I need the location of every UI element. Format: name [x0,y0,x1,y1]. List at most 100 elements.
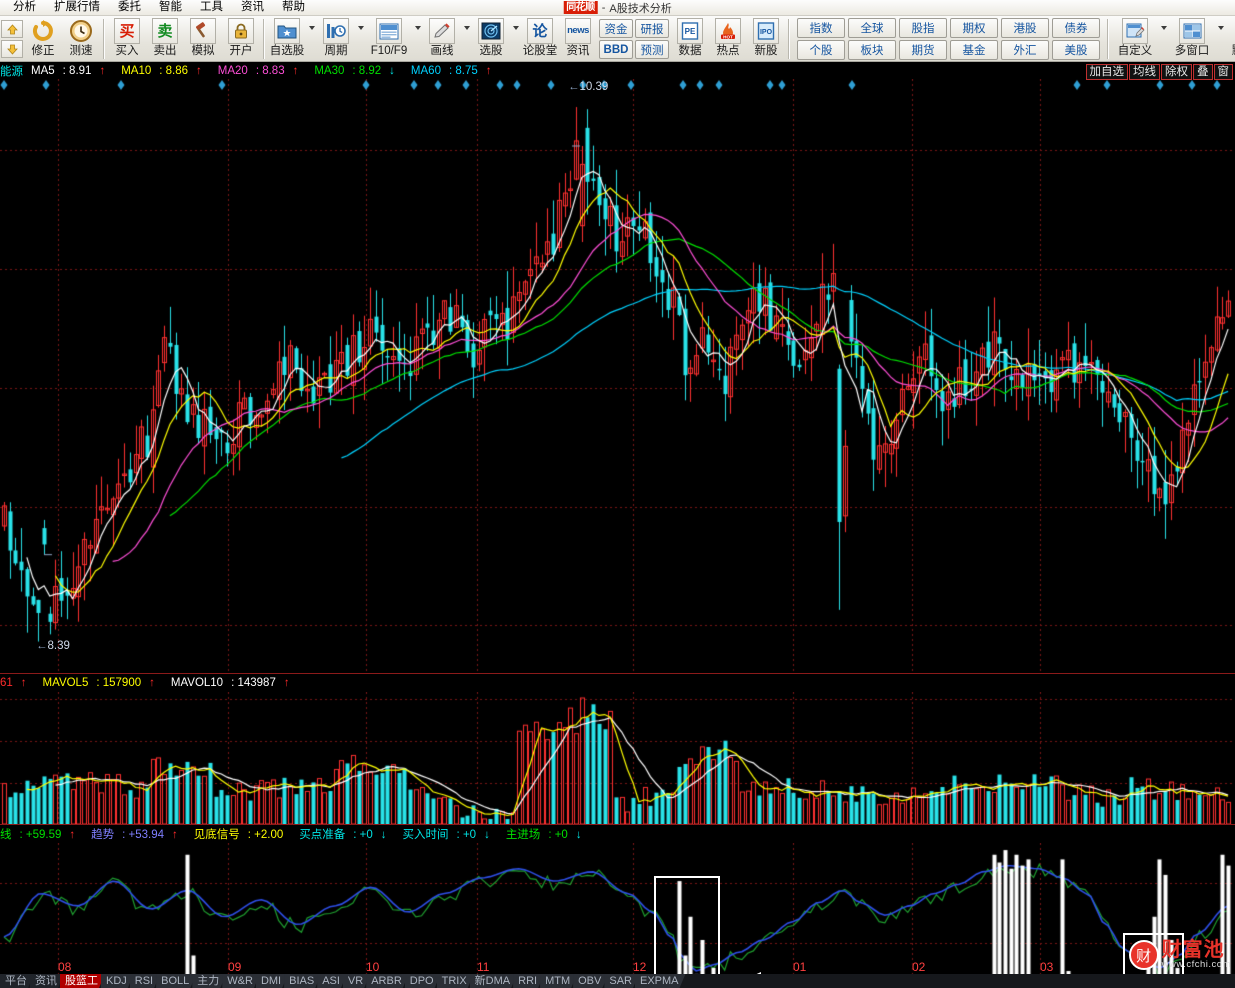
tab-news[interactable]: 资讯 [30,974,64,988]
stockpick-button[interactable]: 选股 [472,17,510,61]
nav-sector[interactable]: 板块 [848,40,896,60]
tab-selected[interactable]: 股篮工 [60,974,105,988]
bbd-pill[interactable]: BBD [599,40,633,59]
tab-rri[interactable]: RRI [513,974,544,988]
menu-item-smart[interactable]: 智能 [159,1,182,13]
menu-item-extended-quotes[interactable]: 扩展行情 [54,1,100,13]
tab-dpo[interactable]: DPO [405,974,441,988]
tab-kdj[interactable]: KDJ [101,974,134,988]
tab-zhuli[interactable]: 主力 [192,974,226,988]
multiwindow-dropdown-arrow[interactable] [1215,17,1226,61]
watchlist-button[interactable]: 自选股 [268,17,306,61]
research-pill[interactable]: 研报 [635,19,669,38]
market-nav-grid: 指数 全球 股指 期权 港股 债券 个股 板块 期货 基金 外汇 美股 [793,17,1104,61]
tab-boll[interactable]: BOLL [156,974,196,988]
sell-button[interactable]: 卖 卖出 [146,17,184,61]
tab-trix[interactable]: TRIX [437,974,474,988]
x-tick-11: 11 [477,960,490,974]
x-tick-01: 01 [793,960,807,974]
exrights-button[interactable]: 除权 [1161,64,1192,80]
data-pills-group: 资金 研报 BBD 预测 [597,17,671,61]
window-button[interactable]: 窗 [1213,64,1233,80]
custom-icon [1122,18,1148,44]
f10f9-button[interactable]: F10/F9 [366,17,412,61]
nav-futures[interactable]: 期货 [899,40,947,60]
forum-icon: 论 [527,18,553,44]
tab-dmi[interactable]: DMI [256,974,288,988]
nav-index[interactable]: 指数 [797,18,845,38]
svg-text:IPO: IPO [760,29,773,36]
nav-fund[interactable]: 基金 [950,40,998,60]
indicator-pane[interactable]: 主力吸筹买入信号 [0,843,1235,988]
stockpick-label: 选股 [479,45,503,57]
tab-bias[interactable]: BIAS [284,974,321,988]
candlestick-pane[interactable]: ←10.39 ←8.39 [0,79,1235,673]
simulate-button[interactable]: 模拟 [184,17,222,61]
tab-vr[interactable]: VR [343,974,370,988]
period-dropdown-arrow[interactable] [355,17,366,61]
menu-item-tools[interactable]: 工具 [200,1,223,13]
nav-bonds[interactable]: 债券 [1052,18,1100,38]
nav-forex[interactable]: 外汇 [1001,40,1049,60]
customize-button[interactable]: 自定义 [1112,17,1158,61]
tab-sar[interactable]: SAR [604,974,639,988]
defaultpage-label: 默认页 [1232,44,1235,58]
add-watchlist-button[interactable]: 加自选 [1085,64,1128,80]
menu-item-analysis[interactable]: 分析 [13,1,36,13]
speedtest-button[interactable]: 测速 [62,17,100,61]
clock-icon [68,18,94,44]
tab-rsi[interactable]: RSI [130,974,160,988]
nav-hkstock[interactable]: 港股 [1001,18,1049,38]
toolbar-group-trading: 买 买入 卖 卖出 模拟 开户 [108,17,260,61]
f10f9-label: F10/F9 [370,45,408,57]
signal-highlight-box-2 [1123,933,1184,988]
tab-expma[interactable]: EXPMA [635,974,686,988]
buy-button[interactable]: 买 买入 [108,17,146,61]
open-account-button[interactable]: 开户 [222,17,260,61]
radar-icon [478,18,504,44]
tab-wr[interactable]: W&R [222,974,260,988]
tab-asi[interactable]: ASI [317,974,347,988]
period-button[interactable]: 周期 [317,17,355,61]
menu-item-help[interactable]: 帮助 [282,1,305,13]
tab-newdma[interactable]: 新DMA [470,974,517,988]
tab-arbr[interactable]: ARBR [366,974,409,988]
menu-item-news[interactable]: 资讯 [241,1,264,13]
drawline-label: 画线 [430,45,454,57]
ma-toggle-button[interactable]: 均线 [1129,64,1160,80]
multiwindow-button[interactable]: 多窗口 [1169,17,1215,61]
forum-button[interactable]: 论 论股堂 [521,17,559,61]
mavol5-readout: MAVOL5: 157900 ↑ [42,676,155,689]
ma20-readout: MA20: 8.83 ↑ [217,64,299,77]
hotspot-button[interactable]: HOT 热点 [709,17,747,61]
tab-obv[interactable]: OBV [573,974,608,988]
funds-pill[interactable]: 资金 [599,19,633,38]
defaultpage-button[interactable]: 默认页 [1226,17,1235,61]
menu-item-trade[interactable]: 委托 [118,1,141,13]
stockpick-dropdown-arrow[interactable] [510,17,521,61]
tab-platform[interactable]: 平台 [0,974,34,988]
nav-options[interactable]: 期权 [950,18,998,38]
drawline-button[interactable]: 画线 [423,17,461,61]
f10f9-dropdown-arrow[interactable] [412,17,423,61]
nav-usstock[interactable]: 美股 [1052,40,1100,60]
period-label: 周期 [324,45,348,57]
tab-mtm[interactable]: MTM [540,974,577,988]
arrow-down-icon[interactable] [1,40,23,58]
nav-stockidx[interactable]: 股指 [899,18,947,38]
customize-dropdown-arrow[interactable] [1158,17,1169,61]
forecast-pill[interactable]: 预测 [635,40,669,59]
news-button[interactable]: news 资讯 [559,17,597,61]
overlay-button[interactable]: 叠 [1193,64,1213,80]
newipo-button[interactable]: IPO 新股 [747,17,785,61]
data-button[interactable]: PE 数据 [671,17,709,61]
arrow-up-icon[interactable] [1,20,23,38]
watchlist-dropdown-arrow[interactable] [306,17,317,61]
correct-button[interactable]: 修正 [24,17,62,61]
volume-pane[interactable] [0,692,1235,824]
nav-single[interactable]: 个股 [797,40,845,60]
nav-global[interactable]: 全球 [848,18,896,38]
cfchi-cn-text: 财富池 [1161,939,1225,962]
drawline-dropdown-arrow[interactable] [461,17,472,61]
hot-icon: HOT [715,18,741,44]
